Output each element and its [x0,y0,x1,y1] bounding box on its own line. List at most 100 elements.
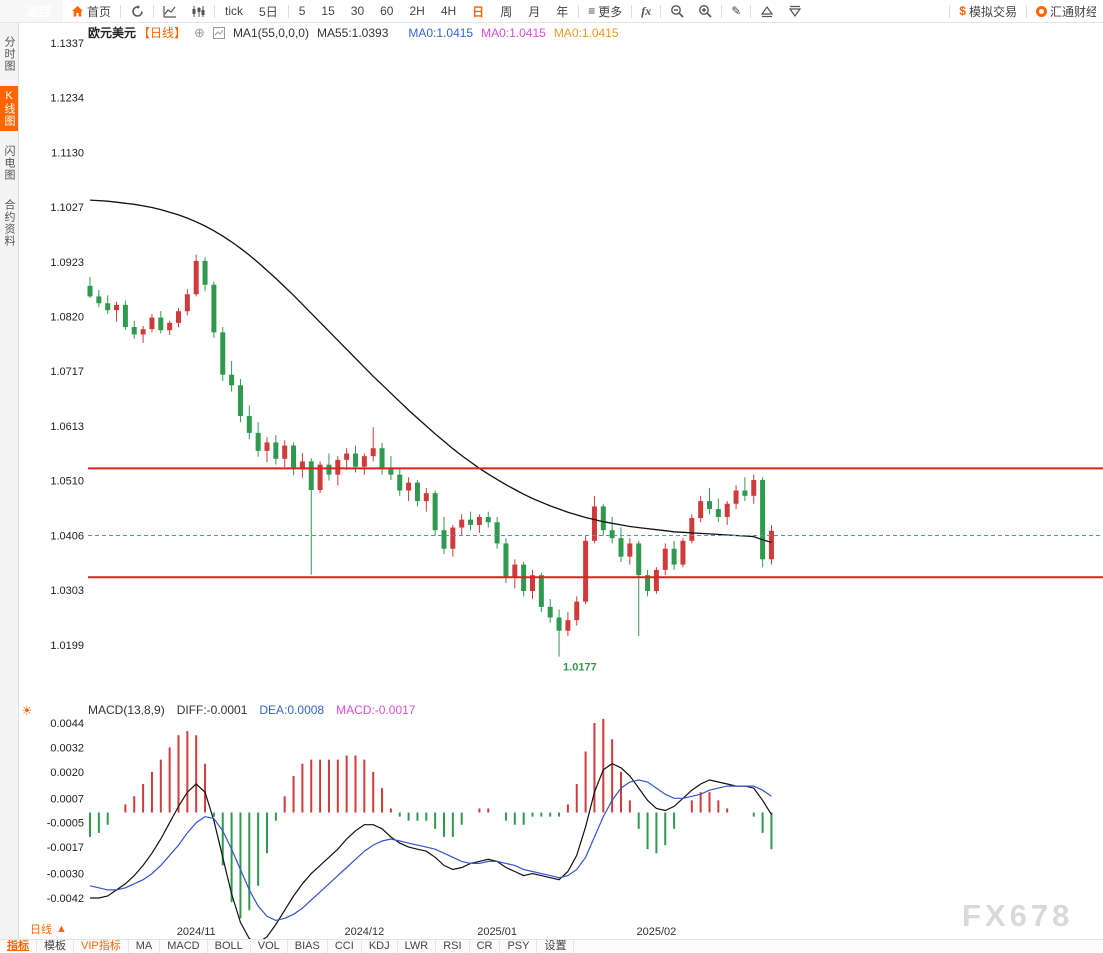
indicator-tabbar: 指标 模板 VIP指标 MA MACD BOLL VOL BIAS CCI KD… [0,939,1103,953]
svg-text:1.1337: 1.1337 [50,38,84,50]
tab-template[interactable]: 模板 [37,940,74,953]
brand-button[interactable]: 汇通财经 [1029,0,1103,22]
tab-rsi[interactable]: RSI [436,940,470,953]
timeframe-30m[interactable]: 30 [350,4,365,18]
svg-text:-0.0042: -0.0042 [47,893,84,905]
timeframe-4h[interactable]: 4H [440,4,457,18]
ma55-value: MA55:1.0393 [316,25,389,40]
back-button[interactable]: ← 返回 [0,0,64,22]
timeframe-yearly[interactable]: 年 [556,4,569,19]
svg-text:0.0020: 0.0020 [50,767,84,779]
divider [750,4,752,18]
divider [578,4,580,18]
period-tag: 【日线】 [138,26,187,40]
svg-text:1.0717: 1.0717 [50,366,84,378]
sidebar-tab-kline-chart[interactable]: K线图 [0,86,18,131]
tab-lwr[interactable]: LWR [398,940,437,953]
tab-cr[interactable]: CR [470,940,501,953]
timeframe-5m[interactable]: 5 [298,4,306,18]
zoom-in-button[interactable] [691,0,719,22]
brand-ring-icon [1036,5,1047,17]
tab-settings[interactable]: 设置 [537,940,575,953]
top-toolbar: ← 返回 首页 tick 5日 5 [0,0,1103,23]
svg-text:2024/11: 2024/11 [177,926,216,938]
dollar-icon: $ [959,4,966,18]
tab-kdj[interactable]: KDJ [362,940,398,953]
sidebar-tab-contract-info[interactable]: 合约资料 [3,199,15,247]
divider [214,4,216,18]
macd-dea-value: DEA:0.0008 [259,703,325,717]
divider [631,4,633,18]
pencil-icon: ✎ [731,4,742,18]
triangle-down-icon [788,4,802,18]
macd-diff-value: DIFF:-0.0001 [176,703,248,717]
sidebar-tab-lightning-chart[interactable]: 闪电图 [3,145,15,181]
line-chart-type-button[interactable] [156,0,184,22]
refresh-button[interactable] [123,0,151,22]
svg-text:2025/02: 2025/02 [637,926,677,938]
current-period-selector[interactable]: 日线 ▲ [30,923,67,936]
timeframe-5day[interactable]: 5日 [259,4,278,19]
alert-up-button[interactable] [753,0,781,22]
function-button[interactable]: fx [641,3,652,18]
candle-chart-icon [191,4,205,18]
divider [721,4,723,18]
line-chart-icon [163,4,177,18]
tab-cci[interactable]: CCI [328,940,362,953]
svg-text:1.0923: 1.0923 [50,257,84,269]
divider [287,4,289,18]
home-button[interactable]: 首页 [63,0,118,22]
refresh-icon [130,4,144,18]
home-icon [70,4,84,18]
ma0-value-orange: MA0:1.0415 [553,25,619,40]
timeframe-monthly[interactable]: 月 [528,4,541,19]
svg-text:1.0820: 1.0820 [50,311,84,323]
tab-boll[interactable]: BOLL [208,940,251,953]
svg-text:1.0406: 1.0406 [50,530,84,542]
indicator-settings-icon[interactable]: ☀ [21,703,33,718]
timeframe-15m[interactable]: 15 [321,4,335,18]
macd-header: MACD(13,8,9) DIFF:-0.0001 DEA:0.0008 MAC… [88,703,415,717]
sim-trading-button[interactable]: $ 模拟交易 [959,4,1017,19]
triangle-up-small-icon: ▲ [56,923,67,935]
timeframe-weekly[interactable]: 周 [500,4,513,19]
svg-text:1.0303: 1.0303 [50,585,84,597]
candle-chart-type-button[interactable] [184,0,212,22]
alert-down-button[interactable] [781,0,809,22]
fx678-watermark: FX678 [962,898,1074,933]
svg-text:-0.0017: -0.0017 [47,842,84,854]
more-button[interactable]: ≡ 更多 [588,4,623,19]
svg-text:0.0032: 0.0032 [50,742,84,754]
zoom-out-button[interactable] [663,0,691,22]
tab-vip-indicator[interactable]: VIP指标 [74,940,129,953]
svg-text:1.0613: 1.0613 [50,421,84,433]
svg-text:1.0199: 1.0199 [50,640,84,652]
svg-text:2025/01: 2025/01 [477,926,517,938]
timeframe-daily[interactable]: 日 [472,4,485,19]
tab-macd[interactable]: MACD [160,940,208,953]
timeframe-tick[interactable]: tick [225,4,244,18]
divider [120,4,122,18]
price-chart: 1.1337 1.1234 1.1130 1.1027 1.0923 1.0820 1.07… [50,38,1103,938]
macd-title: MACD(13,8,9) [88,703,165,717]
timeframe-60m[interactable]: 60 [380,4,394,18]
divider [1026,4,1027,18]
ma-indicator-icon[interactable] [212,26,225,39]
draw-button[interactable]: ✎ [724,0,748,22]
svg-text:0.0007: 0.0007 [50,793,84,805]
tab-vol[interactable]: VOL [251,940,288,953]
timeframe-2h[interactable]: 2H [409,4,425,18]
sidebar-tab-time-chart[interactable]: 分时图 [3,36,15,72]
add-overlay-icon[interactable]: ⊕ [194,24,205,40]
zoom-out-icon [670,4,684,18]
svg-text:1.0510: 1.0510 [50,475,84,487]
svg-text:-0.0005: -0.0005 [47,818,84,830]
tab-ma[interactable]: MA [129,940,161,953]
svg-text:2024/12: 2024/12 [344,926,384,938]
tab-indicator[interactable]: 指标 [0,940,37,953]
tab-bias[interactable]: BIAS [288,940,328,953]
divider [949,4,951,18]
tab-psy[interactable]: PSY [500,940,538,953]
